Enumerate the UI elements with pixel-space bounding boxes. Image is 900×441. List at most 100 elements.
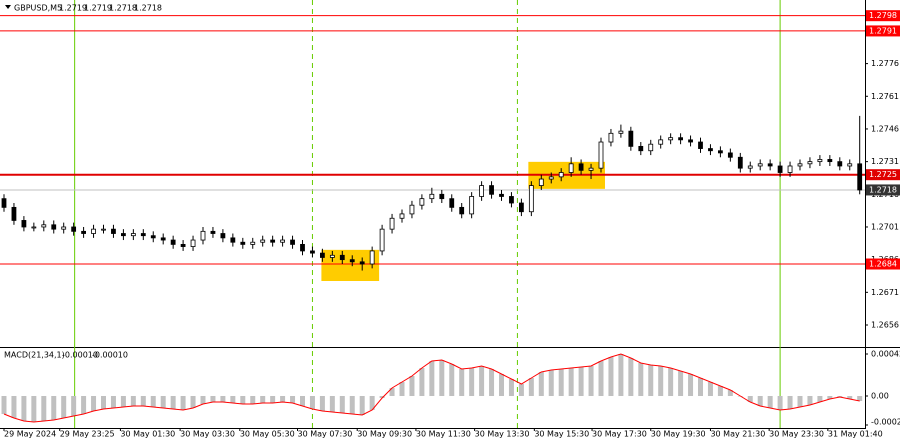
candle-body xyxy=(528,185,534,213)
y-tick-label: 1.2701 xyxy=(871,222,899,231)
candle-body xyxy=(708,148,713,152)
macd-bar xyxy=(160,396,166,408)
macd-bar xyxy=(578,367,584,396)
candle-body xyxy=(11,206,17,221)
ohlc-value: 1.2718 xyxy=(134,4,162,13)
macd-bar xyxy=(21,396,27,421)
y-tick-label: 1.2776 xyxy=(871,59,899,68)
candle-body xyxy=(688,139,693,143)
candle-body xyxy=(1,198,7,208)
candle-body xyxy=(81,230,86,234)
macd-bar xyxy=(101,396,106,409)
y-tick-label: 1.2671 xyxy=(871,288,899,297)
macd-bar xyxy=(489,369,495,396)
macd-bar xyxy=(608,357,614,396)
macd-bar xyxy=(41,396,47,421)
macd-bar xyxy=(797,396,803,407)
level-label: 1.2684 xyxy=(869,260,897,269)
candle-body xyxy=(797,163,803,167)
level-label: 1.2725 xyxy=(869,170,897,179)
candle-body xyxy=(737,156,743,169)
macd-bar xyxy=(91,396,97,411)
x-tick-label: 30 May 09:30 xyxy=(357,430,412,439)
macd-bar xyxy=(190,396,196,408)
candle-body xyxy=(588,167,594,171)
candle-body xyxy=(130,233,136,237)
candle-body xyxy=(240,241,246,245)
y-tick-label: 1.2761 xyxy=(871,92,899,101)
level-label-box xyxy=(866,169,900,181)
macd-bar xyxy=(170,396,176,409)
macd-bar xyxy=(31,396,37,422)
candle-body xyxy=(439,193,445,200)
last-price-box xyxy=(866,184,900,196)
macd-bar xyxy=(11,396,17,418)
candle-body xyxy=(469,196,475,215)
candle-body xyxy=(31,226,37,229)
candle-body xyxy=(190,239,196,247)
candle-body xyxy=(379,228,385,252)
candle-body xyxy=(747,165,753,169)
macd-bar xyxy=(518,384,524,396)
level-label: 1.2798 xyxy=(869,11,897,20)
x-tick-label: 30 May 01:30 xyxy=(120,430,175,439)
macd-bar xyxy=(329,396,335,412)
x-tick-label: 30 May 21:30 xyxy=(710,430,765,439)
candle-body xyxy=(658,139,664,145)
candle-body xyxy=(260,239,266,243)
x-tick-label: 30 May 23:30 xyxy=(769,430,824,439)
macd-bar xyxy=(250,396,256,404)
macd-bar xyxy=(270,396,276,403)
macd-bar xyxy=(538,372,544,396)
y-tick-label: 1.2731 xyxy=(871,157,899,166)
candle-body xyxy=(51,224,57,230)
macd-bar xyxy=(180,396,186,410)
candle-body xyxy=(220,233,226,239)
macd-bar xyxy=(210,396,216,402)
candle-body xyxy=(847,163,853,167)
candle-body xyxy=(628,130,634,147)
candle-body xyxy=(290,239,295,245)
macd-bar xyxy=(399,382,405,396)
candle-body xyxy=(767,163,773,167)
macd-title: MACD(21,34,1) xyxy=(4,351,65,360)
macd-bar xyxy=(688,374,694,396)
macd-bar xyxy=(61,396,67,418)
macd-bar xyxy=(568,368,574,396)
candle-body xyxy=(817,159,823,163)
candle-body xyxy=(71,226,77,232)
candle-body xyxy=(280,239,286,243)
macd-bar xyxy=(777,396,783,410)
candle-body xyxy=(111,228,116,234)
macd-bar xyxy=(369,396,375,410)
x-tick-label: 30 May 05:30 xyxy=(240,430,295,439)
x-tick-label: 30 May 19:30 xyxy=(651,430,706,439)
level-label-box xyxy=(866,258,900,270)
level-label: 1.2791 xyxy=(869,26,897,35)
macd-bar xyxy=(508,379,514,396)
candle-body xyxy=(777,165,783,173)
candle-body xyxy=(319,252,325,258)
macd-bar xyxy=(300,396,305,406)
macd-bar xyxy=(140,396,146,406)
menu-arrow xyxy=(5,5,11,9)
macd-bar xyxy=(648,365,654,396)
macd-bar xyxy=(449,364,455,396)
candle-body xyxy=(349,259,355,263)
macd-bar xyxy=(717,386,723,396)
macd-bar xyxy=(668,368,674,396)
candle-body xyxy=(389,217,395,230)
y-tick-label: 1.2746 xyxy=(871,124,899,133)
candle-body xyxy=(837,161,843,167)
macd-bar xyxy=(359,396,365,415)
candle-body xyxy=(499,193,504,197)
candle-body xyxy=(459,206,465,215)
candle-body xyxy=(489,185,494,195)
candle-body xyxy=(757,163,763,167)
candle-body xyxy=(160,237,166,241)
candle-body xyxy=(310,250,315,254)
macd-bar xyxy=(349,396,355,414)
macd-line xyxy=(3,353,860,423)
macd-bar xyxy=(618,354,624,396)
macd-bar xyxy=(51,396,57,420)
